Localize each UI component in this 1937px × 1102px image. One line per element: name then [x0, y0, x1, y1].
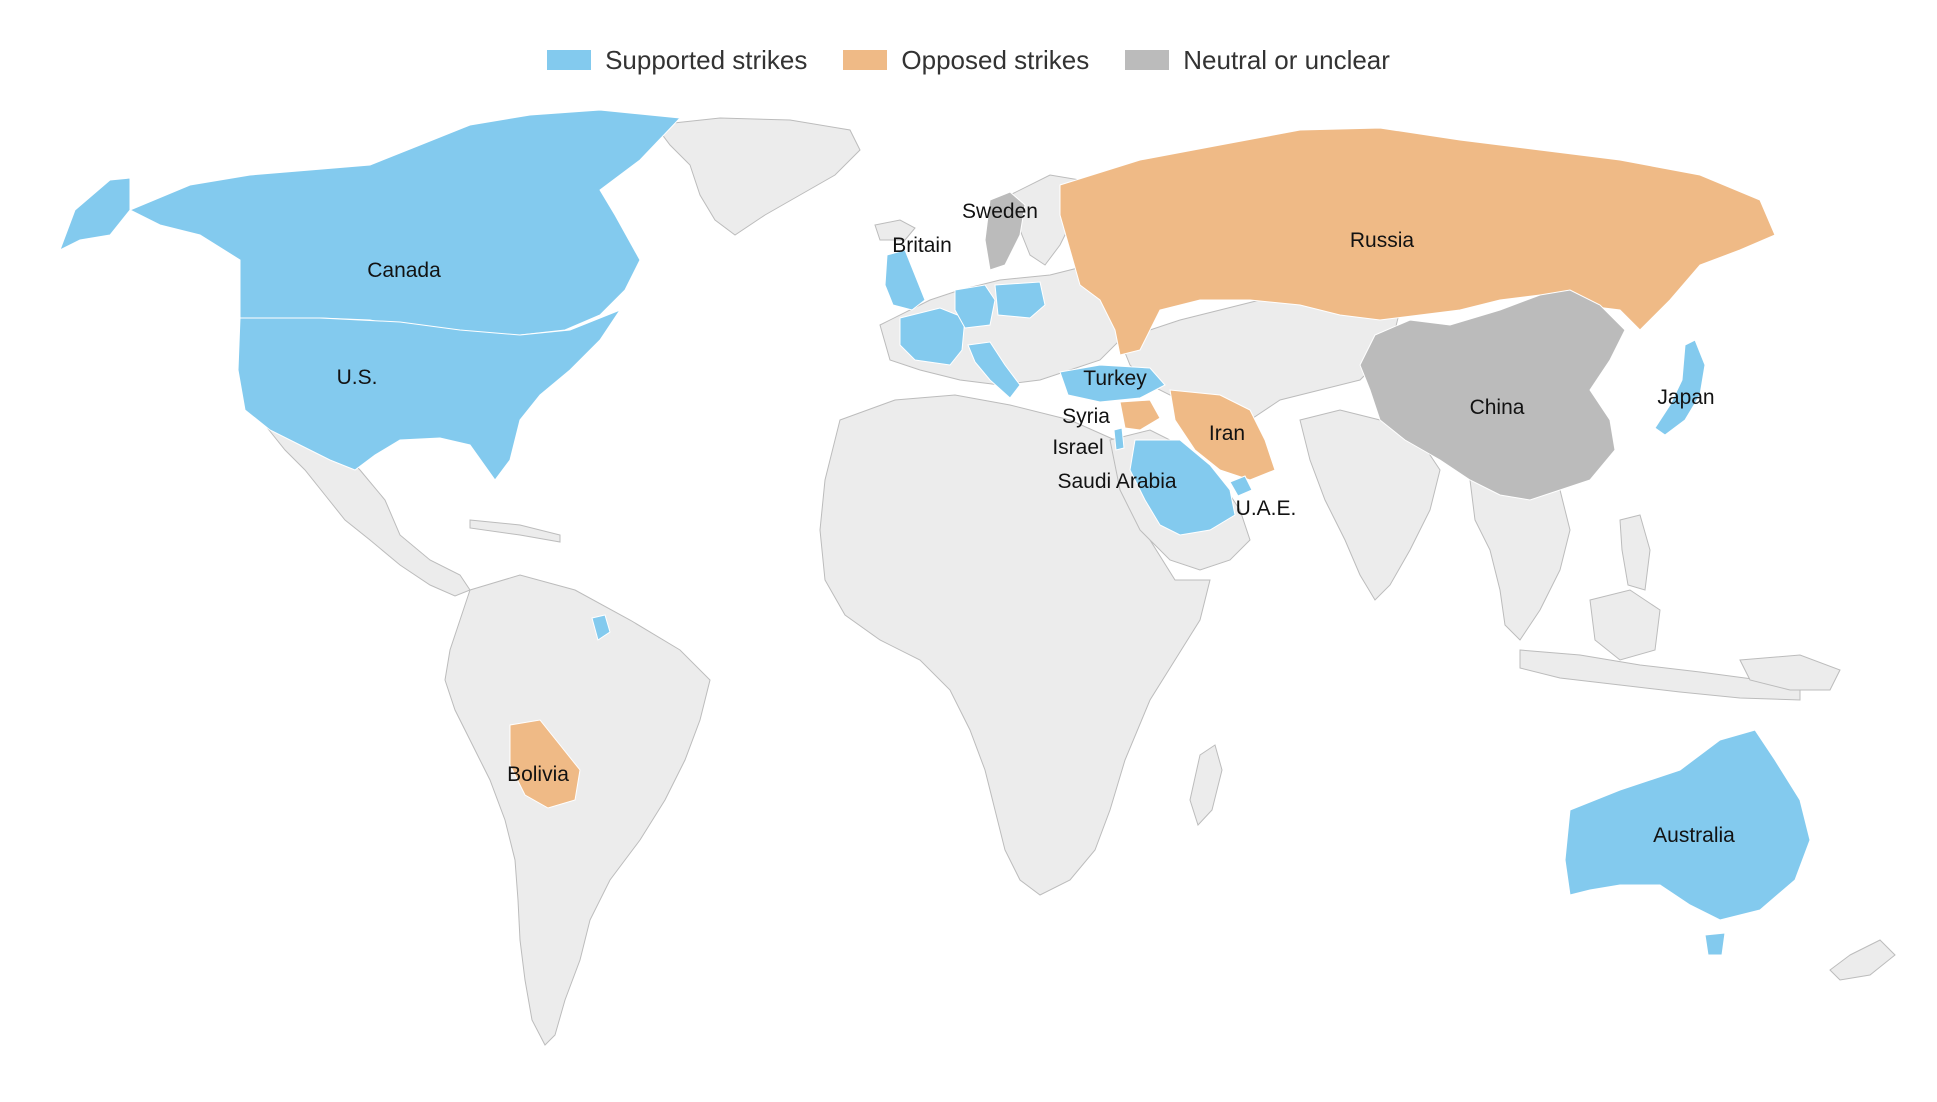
country-alaska [59, 177, 131, 252]
country-germany [954, 284, 996, 329]
country-sweden [984, 191, 1026, 271]
country-saudi-arabia [1129, 439, 1236, 536]
south-america-shape [444, 574, 711, 1046]
label-iran: Iran [1209, 422, 1245, 445]
philippines-shape [1619, 514, 1651, 591]
label-uae: U.A.E. [1236, 497, 1297, 520]
supported-swatch [547, 50, 592, 70]
new-guinea-shape [1739, 654, 1841, 691]
label-australia: Australia [1653, 824, 1735, 847]
supported-label: Supported strikes [605, 44, 808, 75]
label-turkey: Turkey [1083, 367, 1147, 390]
label-syria: Syria [1062, 405, 1110, 428]
label-us: U.S. [337, 366, 378, 389]
opposed-swatch [843, 50, 888, 70]
caribbean-shape [469, 519, 561, 543]
country-uae [1229, 475, 1253, 497]
country-bolivia [509, 719, 581, 809]
country-china [1359, 289, 1626, 501]
madagascar-shape [1189, 744, 1223, 826]
country-italy [967, 341, 1021, 399]
borneo-shape [1589, 589, 1661, 661]
country-tasmania [1704, 932, 1726, 956]
neutral-swatch [1125, 50, 1170, 70]
country-israel [1113, 427, 1125, 451]
legend-item-neutral: Neutral or unclear [1125, 45, 1390, 76]
country-french-guiana [591, 614, 611, 641]
legend-item-opposed: Opposed strikes [843, 45, 1089, 76]
label-sweden: Sweden [962, 200, 1038, 223]
neutral-label: Neutral or unclear [1183, 44, 1390, 75]
label-japan: Japan [1657, 386, 1714, 409]
opposed-label: Opposed strikes [901, 44, 1090, 75]
label-china: China [1470, 396, 1525, 419]
country-turkey [1059, 364, 1166, 403]
country-france [899, 307, 966, 366]
country-syria [1119, 399, 1161, 431]
greenland-shape [654, 117, 861, 236]
label-israel: Israel [1052, 436, 1103, 459]
label-bolivia: Bolivia [507, 763, 569, 786]
highlighted-countries [59, 109, 1811, 956]
country-us [237, 308, 622, 481]
map-legend: Supported strikes Opposed strikes Neutra… [0, 40, 1937, 80]
label-russia: Russia [1350, 229, 1415, 252]
indonesia-shape [1519, 649, 1801, 701]
country-iran [1169, 389, 1276, 481]
country-britain [884, 249, 926, 311]
country-labels: Canada U.S. Britain Sweden Russia Turkey… [337, 200, 1736, 847]
label-saudi-arabia: Saudi Arabia [1057, 470, 1176, 493]
country-australia [1564, 729, 1811, 921]
country-poland [994, 281, 1046, 319]
label-canada: Canada [367, 259, 441, 282]
country-canada [128, 109, 682, 341]
legend-item-supported: Supported strikes [547, 45, 807, 76]
country-japan [1654, 339, 1706, 436]
iceland-shape [874, 219, 916, 241]
new-zealand-shape [1829, 939, 1896, 981]
label-britain: Britain [892, 234, 952, 257]
